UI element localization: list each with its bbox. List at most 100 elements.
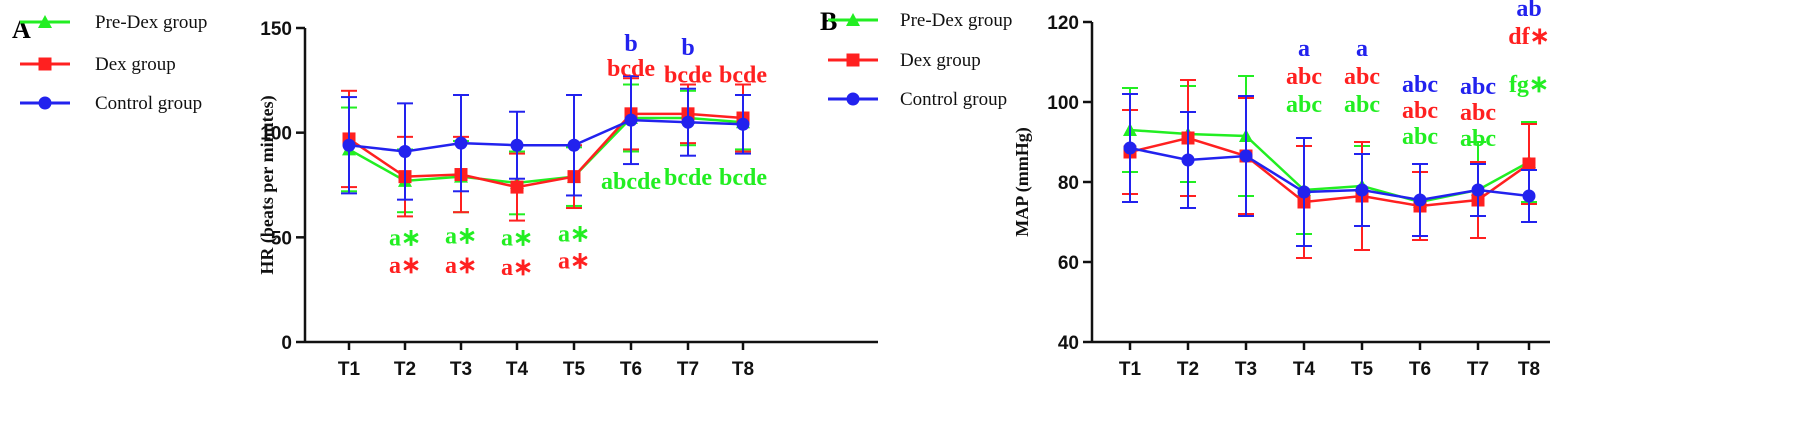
data-point (398, 145, 412, 159)
y-tick-label: 0 (281, 333, 292, 354)
x-tick-label: T4 (1293, 359, 1316, 380)
significance-label: b (681, 35, 694, 61)
significance-label: a∗ (501, 255, 533, 281)
significance-label: b (624, 31, 637, 57)
data-point (510, 180, 524, 194)
significance-label: abc (1286, 64, 1322, 90)
legend-label: Pre-Dex group (95, 12, 207, 33)
series-line (348, 118, 744, 153)
legend-marker (38, 96, 52, 110)
significance-label: a∗ (389, 226, 421, 252)
y-axis-label: HR (beats per minutes) (257, 95, 278, 274)
significance-label: bcde (664, 165, 712, 191)
significance-label: abc (1402, 124, 1438, 150)
legend-label: Control group (900, 89, 1007, 110)
data-point (1413, 193, 1427, 207)
legend-item: Pre-Dex group (828, 10, 1012, 31)
legend-marker (846, 13, 860, 26)
legend-label: Dex group (95, 54, 176, 75)
data-point (1239, 149, 1253, 163)
significance-label: a∗ (501, 226, 533, 252)
data-point (567, 138, 581, 152)
x-tick-label: T7 (1467, 359, 1489, 380)
x-tick-label: T8 (732, 359, 754, 380)
x-tick-label: T5 (1351, 359, 1374, 380)
significance-label: abc (1460, 100, 1496, 126)
legend-label: Pre-Dex group (900, 10, 1012, 31)
data-point (1522, 189, 1536, 203)
series-control-group (1122, 93, 1537, 247)
significance-label: abc (1460, 74, 1496, 100)
legend-item: Control group (828, 89, 1007, 110)
significance-label: abc (1286, 92, 1322, 118)
significance-label: bcde (719, 165, 767, 191)
data-point (510, 138, 524, 152)
y-tick-label: 150 (260, 19, 292, 40)
y-tick-label: 50 (271, 228, 292, 249)
series-line (348, 116, 744, 185)
significance-label: abc (1402, 72, 1438, 98)
panel-letter: A (12, 15, 31, 44)
x-tick-label: T8 (1518, 359, 1540, 380)
significance-label: a∗ (558, 249, 590, 275)
x-tick-label: T2 (1177, 359, 1199, 380)
series-line (1129, 146, 1530, 202)
data-point (342, 138, 356, 152)
y-tick-label: 120 (1047, 13, 1079, 34)
y-axis-label: MAP (mmHg) (1012, 127, 1033, 236)
legend-label: Dex group (900, 50, 981, 71)
data-point (1522, 157, 1536, 171)
x-tick-label: T3 (450, 359, 472, 380)
data-point (1355, 183, 1369, 197)
significance-label: abc (1402, 98, 1438, 124)
significance-label: bcde (664, 62, 712, 88)
series-line (348, 112, 744, 189)
significance-label: ab (1516, 0, 1541, 22)
x-tick-label: T5 (563, 359, 586, 380)
y-tick-label: 40 (1058, 333, 1079, 354)
data-point (681, 115, 695, 129)
x-tick-label: T6 (1409, 359, 1431, 380)
x-tick-label: T7 (677, 359, 699, 380)
x-tick-label: T1 (1119, 359, 1142, 380)
significance-label: df∗ (1508, 24, 1549, 50)
significance-label: bcde (607, 56, 655, 82)
significance-label: bcde (719, 62, 767, 88)
legend-item: Dex group (20, 54, 176, 75)
legend-marker (38, 15, 52, 28)
x-tick-label: T3 (1235, 359, 1257, 380)
panel-a: A Pre-Dex group Dex group Control group 0 50 1… (12, 12, 878, 380)
y-tick-label: 100 (1047, 93, 1079, 114)
y-tick-label: 60 (1058, 253, 1079, 274)
legend-marker (846, 92, 860, 106)
significance-label: a (1356, 36, 1368, 62)
legend-item: Dex group (828, 50, 981, 71)
x-tick-label: T6 (620, 359, 642, 380)
data-point (1471, 183, 1485, 197)
legend-item: Control group (20, 93, 202, 114)
data-point (1181, 153, 1195, 167)
data-point (1297, 185, 1311, 199)
data-point (736, 117, 750, 131)
legend-item: Pre-Dex group (20, 12, 207, 33)
significance-label: a∗ (389, 253, 421, 279)
significance-label: fg∗ (1509, 72, 1549, 98)
significance-label: a∗ (558, 222, 590, 248)
legend-marker (38, 57, 52, 71)
significance-label: a∗ (445, 253, 477, 279)
data-point (1123, 141, 1137, 155)
legend-label: Control group (95, 93, 202, 114)
x-tick-label: T1 (338, 359, 361, 380)
series-control-group (341, 75, 751, 201)
significance-label: a∗ (445, 224, 477, 250)
significance-label: abc (1460, 126, 1496, 152)
data-point (624, 113, 638, 127)
significance-label: abc (1344, 92, 1380, 118)
series-line (1129, 136, 1530, 208)
legend-marker (846, 53, 860, 67)
significance-label: abc (1344, 64, 1380, 90)
y-tick-label: 100 (260, 124, 292, 145)
x-tick-label: T2 (394, 359, 416, 380)
